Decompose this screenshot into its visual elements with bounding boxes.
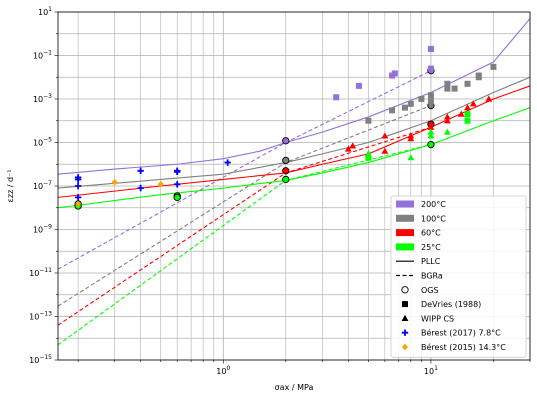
legend-marker — [402, 343, 408, 351]
data-point-circle — [282, 156, 290, 165]
x-axis-label: σax / MPa — [275, 383, 314, 392]
data-point-triangle — [464, 104, 471, 111]
x-tick-label: 100 — [216, 365, 230, 376]
data-point-diamond — [75, 200, 82, 208]
data-point-square — [427, 45, 434, 52]
legend-marker — [401, 286, 409, 294]
axes: 100 101 10−15 10−13 10−11 10−9 10−7 10−5 10−3 10−… — [6, 6, 531, 392]
legend-swatch — [396, 200, 414, 208]
data-point-circle — [173, 193, 181, 202]
legend-label: 100°C — [421, 214, 446, 223]
legend-marker — [401, 314, 409, 321]
data-point-square — [427, 65, 434, 72]
data-point-triangle — [381, 147, 389, 154]
data-point-circle — [282, 175, 290, 184]
data-point-triangle — [427, 132, 435, 139]
legend-box — [390, 195, 527, 358]
legend-label: Bérest (2015) 14.3°C — [421, 342, 506, 352]
data-point-triangle — [457, 110, 465, 117]
data-point-circle — [427, 140, 435, 149]
data-point-triangle — [443, 117, 451, 124]
legend-label: OGS — [421, 286, 439, 295]
data-point-square — [464, 80, 471, 87]
data-point-square — [401, 104, 408, 111]
data-point-plus — [74, 176, 82, 183]
y-tick-label: 10−15 — [29, 354, 52, 365]
data-point-triangle — [443, 128, 451, 135]
y-tick-label: 10−1 — [33, 50, 52, 61]
legend-label: DeVries (1988) — [421, 300, 481, 309]
data-point-triangle — [427, 128, 435, 135]
legend-swatch — [396, 214, 414, 222]
legend-label: PLLC — [421, 257, 441, 266]
data-point-plus — [74, 182, 82, 190]
legend: 200°C 100°C 60°C 25°C PLLC BGRa OGS DeVries (19… — [390, 195, 527, 358]
y-tick-label: 10−9 — [33, 224, 52, 235]
series-line — [58, 18, 530, 175]
data-point-diamond — [157, 180, 164, 188]
legend-marker — [401, 329, 409, 336]
legend-marker — [402, 301, 408, 308]
data-point-triangle — [485, 95, 493, 102]
y-axis-label: εzz / d⁻¹ — [6, 169, 15, 202]
data-point-square — [427, 98, 434, 105]
data-point-triangle — [427, 123, 435, 130]
data-point-plus — [174, 181, 181, 188]
legend-label: 25°C — [421, 243, 441, 252]
data-point-circle — [282, 137, 290, 145]
series-line — [58, 107, 530, 209]
data-point-plus — [137, 184, 144, 192]
data-point-square — [389, 107, 396, 114]
legend-label: BGRa — [421, 272, 443, 281]
data-point-triangle — [381, 132, 389, 139]
y-tick-label: 10−11 — [29, 267, 52, 278]
series-line — [58, 144, 432, 346]
series-line — [58, 126, 432, 326]
data-point-square — [490, 63, 497, 70]
data-point-triangle — [407, 135, 415, 142]
y-tick-label: 101 — [38, 6, 52, 17]
data-point-square — [391, 70, 398, 77]
legend-label: 60°C — [421, 229, 441, 238]
data-point-square — [355, 82, 362, 89]
y-tick-label: 10−3 — [33, 93, 52, 104]
plot-series — [58, 18, 530, 346]
data-point-triangle — [349, 142, 357, 149]
data-point-square — [418, 96, 425, 102]
data-point-plus — [74, 194, 82, 201]
y-tick-label: 10−5 — [33, 137, 52, 148]
data-point-square — [365, 117, 372, 124]
data-point-square — [464, 111, 471, 118]
data-point-triangle — [365, 150, 372, 157]
series-line — [58, 85, 530, 198]
series-line — [58, 105, 432, 307]
data-point-triangle — [407, 154, 415, 161]
data-point-circle — [282, 167, 290, 175]
legend-label: Bérest (2017) 7.8°C — [421, 328, 501, 338]
data-point-triangle — [344, 145, 352, 152]
data-point-square — [475, 74, 482, 81]
data-point-diamond — [111, 178, 118, 186]
x-tick-label: 101 — [424, 365, 438, 376]
data-point-square — [444, 85, 451, 92]
data-point-square — [464, 117, 471, 124]
data-point-triangle — [365, 154, 372, 161]
data-point-square — [451, 85, 458, 92]
data-point-square — [333, 94, 340, 101]
legend-label: WIPP CS — [421, 314, 454, 323]
data-point-plus — [174, 168, 181, 175]
y-tick-label: 10−7 — [33, 180, 52, 191]
legend-swatch — [396, 229, 414, 237]
data-point-square — [407, 100, 414, 107]
data-point-plus — [224, 159, 231, 166]
data-point-square — [427, 92, 434, 99]
legend-label: 200°C — [421, 200, 446, 209]
y-tick-label: 10−13 — [29, 311, 52, 322]
data-point-triangle — [469, 100, 477, 107]
data-point-plus — [137, 167, 144, 174]
legend-swatch — [396, 243, 414, 251]
data-point-square — [444, 80, 451, 87]
data-point-triangle — [443, 113, 451, 120]
